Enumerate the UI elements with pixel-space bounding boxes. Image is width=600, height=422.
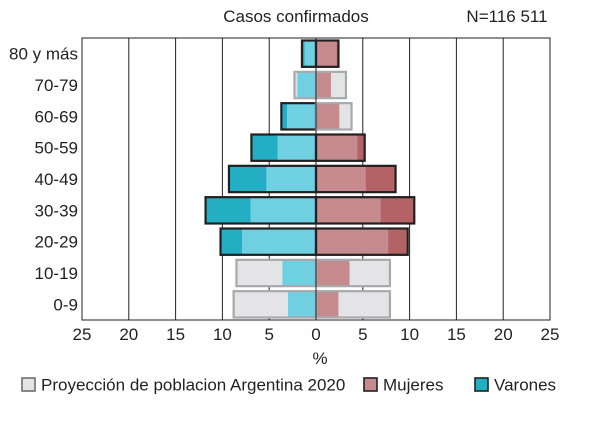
bar-projection-mujeres <box>349 259 390 287</box>
x-tick-label: 10 <box>213 325 232 344</box>
bar-mujeres-excess <box>388 228 408 255</box>
legend-varones-label: Varones <box>494 376 556 395</box>
x-tick-label: 5 <box>358 325 367 344</box>
y-tick-label: 0-9 <box>53 295 78 314</box>
y-tick-label: 80 y más <box>9 45 78 64</box>
legend-varones-swatch <box>474 377 489 392</box>
x-tick-label: 15 <box>166 325 185 344</box>
bar-varones <box>242 228 316 255</box>
y-tick-label: 40-49 <box>35 170 78 189</box>
x-tick-label: 25 <box>541 325 560 344</box>
bar-projection-varones <box>236 259 283 287</box>
x-tick-label: 0 <box>311 325 320 344</box>
legend: Proyección de poblacion Argentina 2020 Mu… <box>21 376 556 395</box>
x-tick-label: 10 <box>400 325 419 344</box>
bar-varones <box>266 165 316 193</box>
legend-projection: Proyección de poblacion Argentina 2020 <box>21 376 345 395</box>
legend-mujeres: Mujeres <box>363 376 443 395</box>
bar-varones-excess <box>251 134 278 161</box>
bar-varones <box>286 103 316 130</box>
y-tick-label: 10-19 <box>35 264 78 283</box>
bar-mujeres <box>316 40 337 67</box>
y-tick-label: 60-69 <box>35 107 78 126</box>
y-tick-label: 50-59 <box>35 139 78 158</box>
bar-mujeres <box>316 259 350 287</box>
bar-mujeres <box>316 134 358 161</box>
bar-varones <box>282 259 316 287</box>
bar-projection-mujeres <box>330 71 346 99</box>
x-tick-label: 20 <box>494 325 513 344</box>
y-tick-label: 70-79 <box>35 76 78 95</box>
bar-varones-excess <box>281 103 287 130</box>
bar-projection-varones <box>294 71 298 99</box>
legend-varones: Varones <box>474 376 556 395</box>
legend-mujeres-label: Mujeres <box>383 376 443 395</box>
bar-mujeres <box>316 291 339 318</box>
legend-projection-label: Proyección de poblacion Argentina 2020 <box>41 376 345 395</box>
bar-mujeres-excess <box>365 165 396 193</box>
bar-varones-excess <box>228 165 267 193</box>
bar-varones-excess <box>301 40 305 67</box>
legend-projection-swatch <box>21 377 36 392</box>
bar-projection-mujeres <box>338 291 390 318</box>
bar-mujeres-excess <box>380 197 415 224</box>
y-tick-labels: 80 y más 70-79 60-69 50-59 40-49 30-39 20-29 10… <box>9 45 78 315</box>
y-tick-label: 20-29 <box>35 233 78 252</box>
chart-subtitle: N=116 511 <box>466 7 547 26</box>
bar-varones <box>304 40 316 67</box>
bar-varones <box>297 71 316 99</box>
bar-mujeres <box>316 103 340 130</box>
legend-mujeres-swatch <box>363 377 378 392</box>
x-tick-labels: 25 20 15 10 5 0 5 10 15 20 25 <box>73 325 560 344</box>
bar-projection-varones <box>233 291 288 318</box>
x-axis-label: % <box>312 349 327 368</box>
bar-varones-excess <box>205 197 251 224</box>
bar-mujeres <box>316 71 331 99</box>
bars <box>204 38 416 320</box>
bar-projection-mujeres <box>339 103 352 130</box>
bar-varones <box>277 134 316 161</box>
x-tick-label: 15 <box>447 325 466 344</box>
bar-varones <box>250 197 316 224</box>
x-tick-label: 20 <box>119 325 138 344</box>
bar-mujeres <box>316 165 366 193</box>
x-tick-label: 25 <box>73 325 92 344</box>
bar-mujeres-excess <box>357 134 365 161</box>
bar-varones <box>287 291 316 318</box>
bar-varones-excess <box>220 228 243 255</box>
bar-mujeres <box>316 197 381 224</box>
y-tick-label: 30-39 <box>35 201 78 220</box>
bar-mujeres <box>316 228 389 255</box>
x-tick-label: 5 <box>264 325 273 344</box>
chart-title: Casos confirmados <box>223 7 369 26</box>
